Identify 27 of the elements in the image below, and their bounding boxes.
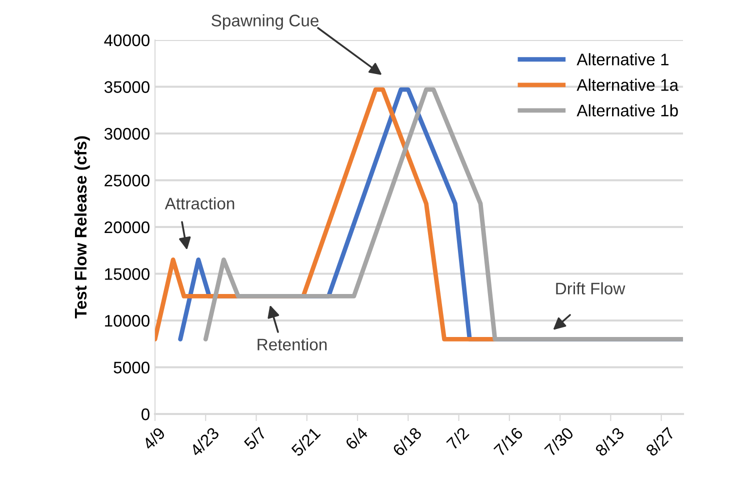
- annotation: Attraction: [164, 197, 234, 210]
- x-tick-label: 7/30: [544, 426, 574, 457]
- y-tick-label: 15000: [105, 268, 150, 280]
- y-tick-label: 25000: [104, 174, 150, 186]
- y-tick-label: 40000: [104, 34, 150, 46]
- y-tick-label: 10000: [105, 314, 150, 327]
- legend-label: Alternative 1a: [576, 78, 679, 91]
- y-tick-label: 20000: [104, 221, 150, 234]
- y-tick-label: 5000: [114, 362, 150, 374]
- y-tick-label: 0: [142, 408, 150, 420]
- x-tick-label: 7/16: [493, 426, 524, 457]
- x-tick-label: 5/21: [290, 426, 321, 457]
- y-axis-title: Test Flow Release (cfs): [74, 136, 90, 318]
- x-tick-label: 7/2: [446, 426, 470, 450]
- legend-label: Alternative 1: [576, 53, 668, 66]
- x-tick-label: 6/4: [344, 426, 369, 450]
- x-tick-label: 5/7: [243, 426, 268, 450]
- x-tick-label: 8/13: [594, 426, 625, 457]
- y-tick-label: 30000: [104, 128, 150, 140]
- x-tick-label: 4/9: [142, 426, 166, 451]
- x-tick-label: 6/18: [392, 426, 422, 457]
- x-tick-label: 4/23: [188, 426, 220, 458]
- annotation: Drift Flow: [556, 282, 626, 294]
- y-tick-label: 35000: [104, 81, 150, 93]
- annotation: Retention: [258, 338, 327, 350]
- text: Spawning Cue: [212, 14, 318, 30]
- legend-label: Alternative 1b: [576, 104, 678, 116]
